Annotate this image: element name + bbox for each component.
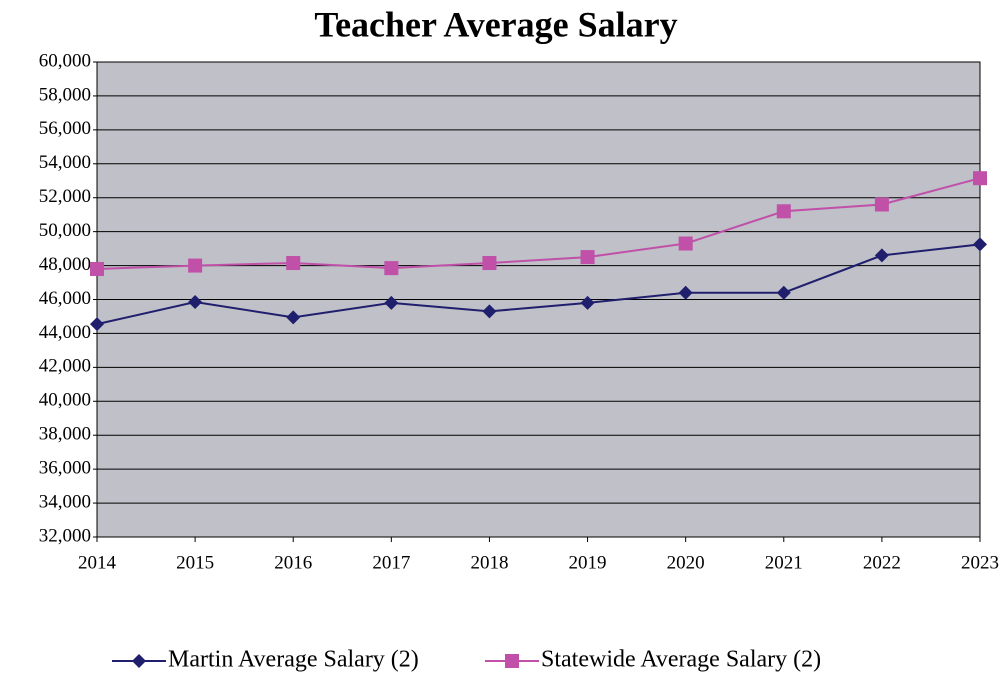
y-tick-label: 34,000 bbox=[39, 491, 91, 512]
x-tick-label: 2020 bbox=[667, 552, 705, 573]
y-tick-label: 48,000 bbox=[39, 254, 91, 275]
x-tick-label: 2016 bbox=[274, 552, 312, 573]
marker bbox=[482, 256, 497, 271]
marker bbox=[188, 295, 203, 310]
marker bbox=[776, 285, 791, 300]
legend-label: Martin Average Salary (2) bbox=[168, 647, 419, 673]
y-tick-label: 54,000 bbox=[39, 152, 91, 173]
marker bbox=[188, 258, 203, 273]
marker bbox=[874, 248, 889, 263]
y-tick-label: 42,000 bbox=[39, 356, 91, 377]
x-tick-label: 2017 bbox=[372, 552, 410, 573]
marker bbox=[384, 295, 399, 310]
y-tick-label: 60,000 bbox=[39, 50, 91, 71]
y-tick-label: 56,000 bbox=[39, 118, 91, 139]
marker bbox=[678, 236, 693, 251]
marker bbox=[286, 310, 301, 325]
y-tick-label: 58,000 bbox=[39, 84, 91, 105]
series-line bbox=[96, 177, 981, 270]
legend-marker bbox=[505, 654, 519, 668]
x-tick-label: 2019 bbox=[569, 552, 607, 573]
x-tick-label: 2014 bbox=[78, 552, 117, 573]
x-tick-label: 2015 bbox=[176, 552, 214, 573]
marker bbox=[90, 261, 104, 276]
marker bbox=[580, 295, 595, 310]
x-tick-label: 2018 bbox=[470, 552, 508, 573]
legend-marker bbox=[132, 654, 146, 668]
x-tick-label: 2022 bbox=[863, 552, 901, 573]
marker bbox=[580, 250, 595, 265]
x-tick-label: 2021 bbox=[765, 552, 803, 573]
marker bbox=[286, 256, 301, 271]
y-tick-label: 50,000 bbox=[39, 220, 91, 241]
marker bbox=[874, 197, 889, 212]
y-tick-label: 40,000 bbox=[39, 390, 91, 411]
x-tick-label: 2023 bbox=[961, 552, 999, 573]
legend-item: Statewide Average Salary (2) bbox=[485, 647, 821, 673]
marker bbox=[776, 204, 791, 219]
y-tick-label: 52,000 bbox=[39, 186, 91, 207]
marker bbox=[678, 285, 693, 300]
legend-label: Statewide Average Salary (2) bbox=[541, 647, 821, 673]
chart-title: Teacher Average Salary bbox=[314, 4, 677, 44]
marker bbox=[90, 317, 104, 332]
marker bbox=[973, 237, 987, 252]
marker bbox=[384, 261, 399, 276]
y-tick-label: 46,000 bbox=[39, 288, 91, 309]
marker bbox=[973, 171, 987, 186]
marker bbox=[482, 304, 497, 319]
y-tick-label: 36,000 bbox=[39, 458, 91, 479]
plot-border bbox=[96, 61, 981, 538]
series-line bbox=[96, 243, 981, 326]
y-tick-label: 38,000 bbox=[39, 424, 91, 445]
y-tick-label: 32,000 bbox=[39, 525, 91, 546]
legend-item: Martin Average Salary (2) bbox=[112, 647, 419, 673]
y-tick-label: 44,000 bbox=[39, 322, 91, 343]
